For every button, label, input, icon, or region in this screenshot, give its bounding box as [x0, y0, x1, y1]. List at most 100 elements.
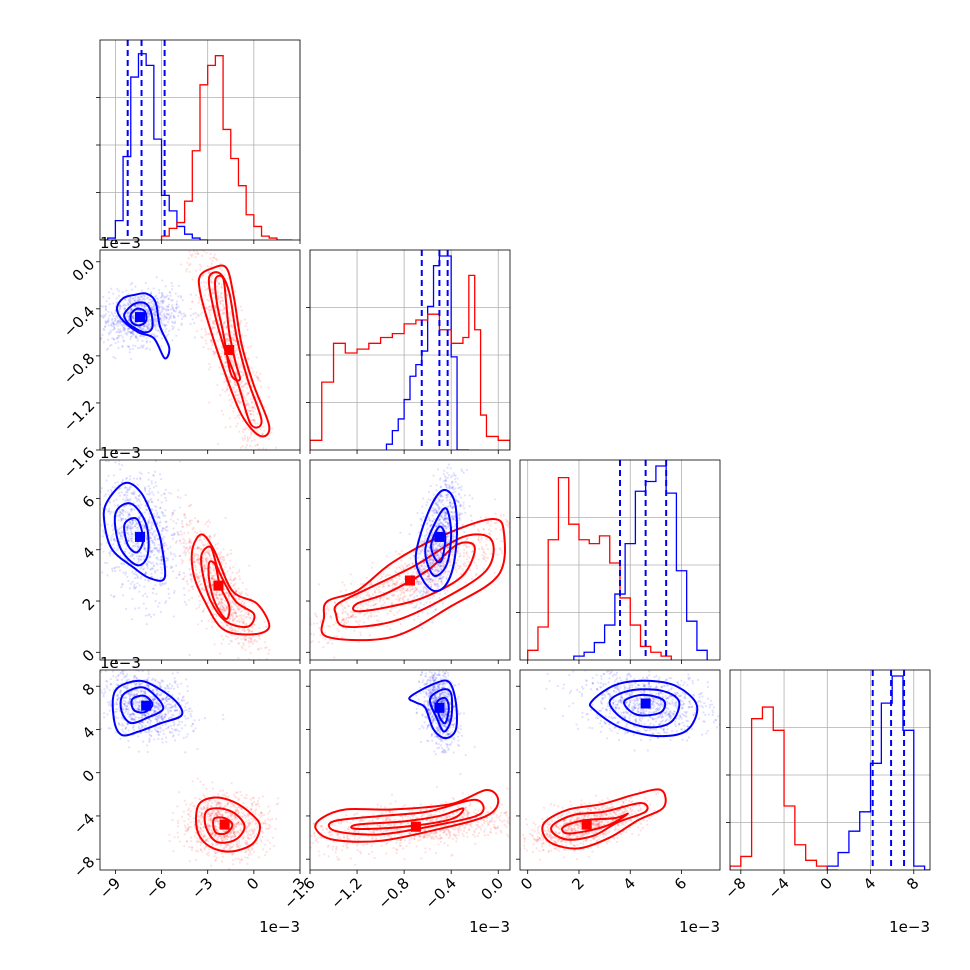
scatter-point [147, 318, 151, 321]
histogram-panel-3: −8 −4 0 4 81e−3 [721, 669, 931, 936]
scatter-point [254, 374, 257, 377]
scatter-point [244, 616, 247, 619]
scatter-point [158, 473, 162, 476]
scatter-point [235, 615, 238, 618]
scatter-point [172, 552, 176, 556]
scatter-point [210, 833, 213, 836]
scatter-point [214, 825, 217, 828]
scatter-point [237, 831, 240, 834]
scatter-point [111, 322, 115, 325]
scatter-point [134, 523, 138, 526]
scatter-point [232, 363, 235, 367]
scatter-point [146, 315, 150, 318]
scatter-point [211, 563, 214, 566]
scatter-point [254, 422, 257, 425]
scatter-point [166, 308, 170, 312]
scatter-point [206, 822, 209, 825]
scatter-point [100, 305, 103, 308]
scatter-point [219, 394, 222, 397]
scatter-point [261, 462, 263, 464]
scatter-point [109, 501, 112, 504]
scatter-point [122, 594, 125, 597]
scatter-point [149, 722, 152, 725]
scatter-point [233, 822, 236, 825]
scatter-point [233, 835, 236, 838]
scatter-point [180, 720, 184, 724]
scatter-point [224, 361, 228, 364]
scatter-point [171, 566, 174, 569]
scatter-point [192, 560, 196, 564]
scatter-point [149, 550, 152, 553]
scatter-point [261, 835, 264, 839]
scatter-point [126, 686, 129, 690]
scatter-point [217, 829, 220, 833]
scatter-point [150, 551, 153, 554]
scatter-point [193, 820, 196, 824]
scatter-point [232, 803, 235, 807]
scatter-point [130, 508, 134, 511]
contour-B [200, 545, 256, 629]
scatter-point [263, 813, 266, 817]
scatter-point [224, 794, 227, 797]
scatter-point [153, 313, 156, 316]
scatter-point [103, 691, 107, 694]
scatter-point [214, 859, 217, 862]
scatter-point [129, 582, 133, 585]
scatter-point [151, 332, 154, 336]
scatter-point [109, 554, 112, 557]
scatter-point [192, 805, 195, 808]
scatter-point [150, 307, 153, 310]
scatter-point [198, 298, 201, 301]
scatter-point [148, 613, 151, 616]
scatter-point [126, 327, 129, 331]
scatter-point [160, 317, 163, 320]
scatter-point [159, 300, 162, 303]
scatter-point [144, 489, 147, 493]
scatter-point [258, 448, 261, 450]
scatter-point [121, 707, 124, 710]
scatter-point [183, 539, 186, 542]
scatter-point [235, 842, 238, 846]
scatter-point [111, 321, 115, 324]
scatter-point [208, 317, 212, 320]
scatter-point [173, 320, 177, 323]
scatter-point [261, 694, 263, 696]
scatter-point [211, 844, 214, 847]
scatter-point [199, 547, 203, 550]
scatter-point [226, 591, 229, 595]
scatter-point [147, 485, 150, 488]
scatter-point [215, 312, 218, 315]
scatter-point [220, 352, 223, 356]
scatter-point [265, 850, 268, 853]
scatter-point [143, 298, 147, 301]
scatter-point [185, 603, 188, 606]
scatter-point [138, 326, 141, 329]
scatter-point [138, 296, 141, 299]
scatter-point [180, 533, 184, 536]
scatter-point [153, 569, 157, 573]
scatter-point [144, 572, 147, 576]
scatter-point [143, 524, 146, 527]
scatter-point [173, 532, 176, 535]
scatter-point [145, 305, 148, 308]
scatter-point [169, 291, 172, 294]
scatter-point [187, 828, 190, 831]
scatter-point [175, 306, 178, 309]
scatter-point [143, 691, 147, 694]
scatter-point [260, 826, 263, 829]
scatter-point [177, 305, 180, 309]
scatter-point [131, 315, 135, 318]
scatter-point [140, 472, 143, 475]
scatter-point [240, 309, 243, 312]
scatter-point [237, 822, 240, 825]
scatter-point [152, 531, 155, 534]
scatter-point [230, 815, 233, 818]
scatter-point [199, 827, 202, 830]
scatter-point [122, 686, 125, 689]
scatter-point [166, 305, 170, 308]
scatter-point [247, 813, 250, 816]
scatter-point [213, 569, 216, 572]
scatter-point [145, 325, 148, 328]
scatter-point [165, 316, 168, 319]
scatter-point [183, 575, 186, 578]
